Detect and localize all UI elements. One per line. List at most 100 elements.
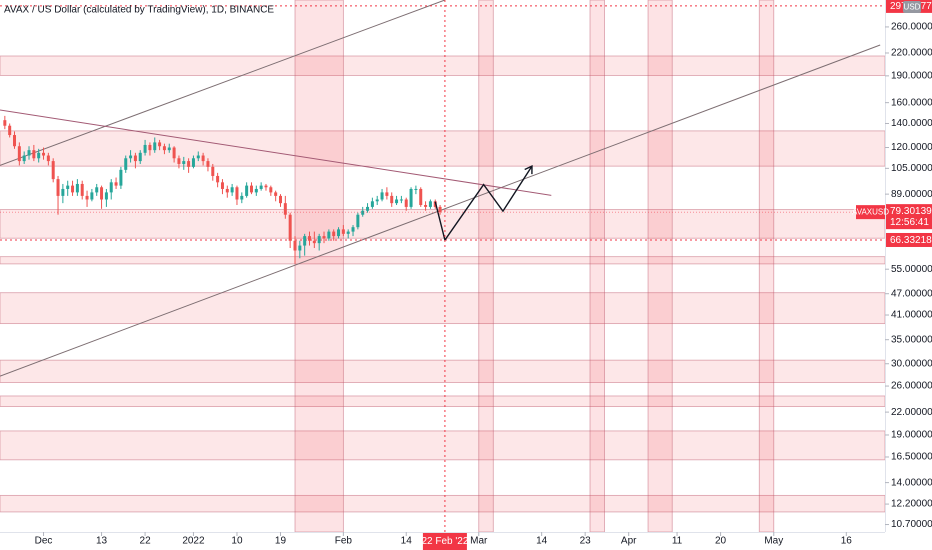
projection-arrowhead xyxy=(524,165,533,175)
y-tick-label: 41.0000000 xyxy=(891,310,932,321)
candle-body xyxy=(133,155,137,162)
candle-body xyxy=(138,152,142,162)
candle-body xyxy=(274,192,278,196)
y-tick-label: 105.0000000 xyxy=(891,163,932,174)
trend-line xyxy=(0,0,446,166)
projection-path xyxy=(434,165,533,242)
candle-body xyxy=(80,183,84,196)
candle-body xyxy=(114,182,118,186)
currency-badge xyxy=(903,1,921,13)
time-zone xyxy=(294,0,344,533)
trend-line xyxy=(0,109,552,196)
x-tick-label: 13 xyxy=(96,536,108,547)
y-tick-label: 140.0000000 xyxy=(891,118,932,129)
x-tick-label: 14 xyxy=(536,536,548,547)
candle-body xyxy=(216,175,220,183)
candle-body xyxy=(182,161,186,164)
candle-body xyxy=(312,240,316,244)
candle-body xyxy=(361,210,365,215)
y-tick-label: 47.0000000 xyxy=(891,288,932,299)
candle-body xyxy=(225,188,229,193)
candle-body xyxy=(419,188,423,206)
candle-body xyxy=(100,187,104,200)
x-tick-label: Dec xyxy=(35,536,53,547)
candle-body xyxy=(254,188,258,193)
candle-body xyxy=(356,214,360,228)
candle-body xyxy=(201,155,205,162)
y-tick-label: 220.0000000 xyxy=(891,48,932,59)
candle-body xyxy=(380,192,384,200)
candle-body xyxy=(167,147,171,151)
candle-body xyxy=(366,206,370,211)
candle-body xyxy=(8,125,12,136)
candle-body xyxy=(245,185,249,196)
crosshair-label: 22 Feb '22 xyxy=(421,536,468,547)
candle-body xyxy=(71,185,75,193)
candle-body xyxy=(51,161,55,180)
last-price-label: 79.3013929 xyxy=(890,206,932,217)
symbol-badge xyxy=(856,205,885,220)
level-label: 66.3321885 xyxy=(890,235,932,246)
candle-body xyxy=(104,192,108,200)
candle-body xyxy=(428,201,432,207)
candle-body xyxy=(293,240,297,251)
price-zone xyxy=(0,494,886,513)
candle-body xyxy=(395,199,399,204)
candle-body xyxy=(177,158,181,164)
y-tick-label: 260.0000000 xyxy=(891,22,932,33)
candle-body xyxy=(317,236,321,244)
time-zone xyxy=(589,0,605,533)
candle-body xyxy=(278,195,282,204)
x-tick-label: Feb xyxy=(335,536,353,547)
candle-body xyxy=(414,188,418,190)
y-tick-label: 14.0000000 xyxy=(891,477,932,488)
candle-body xyxy=(153,142,157,151)
candle-body xyxy=(56,179,60,196)
candle-body xyxy=(187,161,191,167)
level-badge xyxy=(886,232,932,247)
candle-body xyxy=(327,231,331,239)
candle-body xyxy=(424,205,428,207)
y-tick-label: 35.0000000 xyxy=(891,334,932,345)
candle-body xyxy=(90,192,94,200)
time-zone xyxy=(478,0,494,533)
y-tick-label: 10.7000000 xyxy=(891,519,932,530)
x-tick-label: 22 xyxy=(140,536,152,547)
y-tick-label: 30.0000000 xyxy=(891,358,932,369)
candle-body xyxy=(158,142,162,147)
x-tick-label: Apr xyxy=(621,536,637,547)
candle-body xyxy=(13,135,17,147)
candle-body xyxy=(32,150,36,159)
x-tick-label: 23 xyxy=(580,536,592,547)
candle-body xyxy=(322,236,326,239)
price-zone xyxy=(0,292,886,325)
x-tick-label: 19 xyxy=(275,536,287,547)
y-tick-label: 190.0000000 xyxy=(891,70,932,81)
price-zone xyxy=(0,395,886,407)
plot-area xyxy=(0,0,886,533)
candle-body xyxy=(119,169,123,186)
candle-body xyxy=(341,229,345,234)
candle-body xyxy=(259,185,263,189)
x-tick-label: Mar xyxy=(470,536,488,547)
candle-body xyxy=(148,144,152,151)
y-tick-label: 26.0000000 xyxy=(891,381,932,392)
candle-body xyxy=(109,182,113,193)
symbol-label: AVAXUSD xyxy=(852,208,889,217)
candle-body xyxy=(172,147,176,159)
candle-body xyxy=(351,227,355,232)
candle-body xyxy=(298,245,302,251)
candle-body xyxy=(162,146,166,151)
x-tick-label: 2022 xyxy=(182,536,205,547)
candle-body xyxy=(196,155,200,159)
time-zone xyxy=(647,0,673,533)
price-zone xyxy=(0,55,886,76)
candle-body xyxy=(303,236,307,246)
x-tick-label: 10 xyxy=(231,536,243,547)
candle-body xyxy=(230,187,234,193)
last-price-badge xyxy=(886,204,932,230)
price-zone xyxy=(0,130,886,167)
candle-body xyxy=(346,231,350,234)
